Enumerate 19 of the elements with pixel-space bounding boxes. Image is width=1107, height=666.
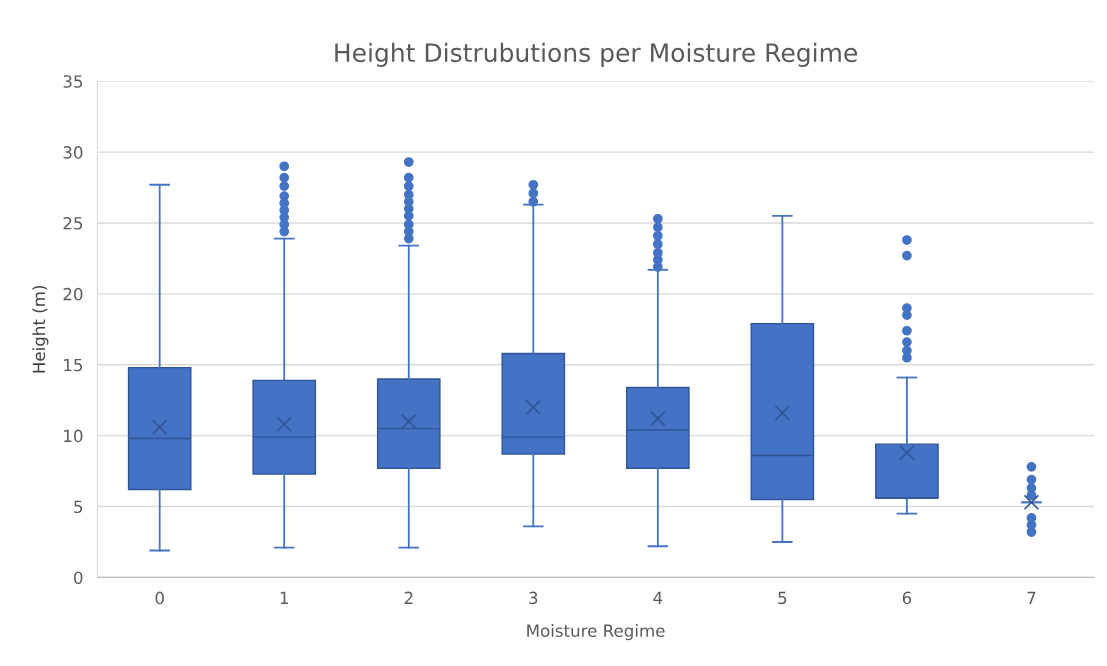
- y-axis-title: Height (m): [32, 285, 49, 373]
- chart-title: Height Distrubutions per Moisture Regime: [335, 42, 857, 68]
- y-tick-label: 10: [64, 429, 83, 443]
- y-tick-label: 30: [63, 146, 83, 159]
- y-tick-label: 20: [63, 287, 83, 301]
- x-axis-title: Moisture Regime: [527, 624, 665, 641]
- y-tick-label: 25: [63, 216, 83, 230]
- y-tick-label: 15: [64, 358, 83, 372]
- y-tick-label: 0: [74, 571, 83, 584]
- y-tick-label: 5: [74, 500, 83, 514]
- x-tick-label: 0: [155, 591, 164, 605]
- x-tick-label: 4: [653, 591, 663, 604]
- x-tick-label: 2: [404, 591, 413, 604]
- x-tick-label: 5: [778, 591, 787, 605]
- y-tick-label: 35: [63, 75, 83, 88]
- x-tick-label: 6: [902, 591, 912, 605]
- x-tick-label: 1: [280, 591, 288, 604]
- x-tick-label: 3: [529, 591, 538, 605]
- x-tick-label: 7: [1027, 591, 1036, 604]
